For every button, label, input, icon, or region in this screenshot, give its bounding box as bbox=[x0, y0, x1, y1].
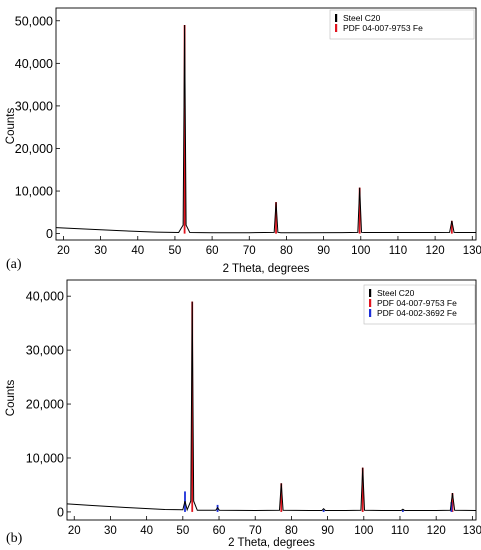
legend-entry: Steel C20 bbox=[343, 13, 381, 23]
x-tick-label: 60 bbox=[206, 245, 219, 257]
legend-swatch bbox=[369, 309, 372, 317]
y-axis-label: Counts bbox=[5, 380, 17, 417]
x-tick-label: 80 bbox=[280, 245, 293, 257]
legend-box bbox=[363, 284, 476, 325]
plot-frame bbox=[55, 7, 477, 241]
y-tick-label: 20,000 bbox=[26, 398, 64, 412]
legend-swatch bbox=[335, 14, 338, 22]
legend-entry: Steel C20 bbox=[377, 288, 415, 298]
panel-label: (b) bbox=[6, 531, 23, 546]
plot-area bbox=[56, 25, 476, 234]
panel-a: 20 30 40 50 60 70 80 90 100 110 120 130 0 10,000 20,00… bbox=[5, 7, 481, 275]
reference-peak-bar bbox=[451, 493, 454, 512]
reference-peak-bar bbox=[450, 220, 453, 234]
x-tick-label: 40 bbox=[131, 245, 144, 257]
reference-peak-bar bbox=[322, 509, 325, 512]
y-tick-label: 50,000 bbox=[15, 14, 53, 28]
reference-peak-bar bbox=[401, 509, 404, 512]
legend-box bbox=[329, 9, 475, 40]
x-tick-label: 50 bbox=[169, 245, 182, 257]
plot-area bbox=[67, 301, 476, 512]
x-tick-label: 110 bbox=[391, 525, 409, 537]
legend-swatch bbox=[335, 24, 338, 32]
y-tick-label: 10,000 bbox=[26, 451, 64, 465]
x-tick-label: 50 bbox=[176, 525, 189, 537]
x-tick-label: 90 bbox=[317, 245, 330, 257]
diffraction-profile-line bbox=[67, 301, 476, 512]
legend-entry: PDF 04-007-9753 Fe bbox=[343, 23, 423, 33]
reference-peak-bar bbox=[361, 467, 364, 512]
legend-entry: PDF 04-002-3692 Fe bbox=[377, 308, 457, 318]
x-tick-label: 120 bbox=[426, 245, 445, 257]
x-tick-label: 130 bbox=[463, 245, 481, 257]
x-tick-label: 90 bbox=[321, 525, 334, 537]
x-tick-label: 20 bbox=[57, 245, 70, 257]
x-tick-label: 40 bbox=[140, 525, 153, 537]
legend-entry: PDF 04-007-9753 Fe bbox=[377, 298, 457, 308]
y-tick-label: 30,000 bbox=[26, 344, 64, 358]
x-axis-label: 2 Theta, degrees bbox=[228, 537, 315, 549]
x-tick-label: 20 bbox=[68, 525, 81, 537]
y-tick-label: 30,000 bbox=[15, 99, 53, 113]
panel-b: 20 30 40 50 60 70 80 90 100 110 120 130 0 10,000 20,00… bbox=[5, 279, 481, 549]
legend-swatch bbox=[369, 299, 372, 307]
reference-peak-bar bbox=[280, 483, 283, 512]
y-tick-label: 40,000 bbox=[15, 57, 53, 71]
x-tick-label: 30 bbox=[94, 245, 107, 257]
x-tick-label: 110 bbox=[389, 245, 407, 257]
y-tick-label: 20,000 bbox=[15, 142, 53, 156]
x-axis-label: 2 Theta, degrees bbox=[223, 263, 310, 275]
legend-swatch bbox=[369, 289, 372, 297]
x-tick-label: 70 bbox=[243, 245, 256, 257]
reference-peak-bar bbox=[191, 301, 194, 512]
x-tick-label: 80 bbox=[285, 525, 298, 537]
reference-series-1 bbox=[191, 301, 454, 512]
plot-frame bbox=[66, 279, 477, 521]
reference-series-2 bbox=[184, 491, 453, 512]
panel-label: (a) bbox=[6, 257, 22, 272]
reference-peak-bar bbox=[183, 25, 186, 234]
reference-peak-bar bbox=[450, 502, 453, 512]
x-tick-label: 130 bbox=[463, 525, 481, 537]
x-tick-label: 70 bbox=[249, 525, 262, 537]
y-tick-label: 0 bbox=[46, 227, 53, 241]
x-tick-label: 30 bbox=[104, 525, 117, 537]
diffraction-profile-line bbox=[56, 25, 476, 234]
y-tick-label: 40,000 bbox=[26, 290, 64, 304]
x-tick-label: 100 bbox=[354, 525, 373, 537]
y-tick-label: 10,000 bbox=[15, 185, 53, 199]
reference-peak-bar bbox=[275, 202, 277, 234]
x-tick-label: 100 bbox=[351, 245, 370, 257]
reference-series-1 bbox=[183, 25, 453, 234]
reference-peak-bar bbox=[358, 187, 361, 234]
x-tick-label: 60 bbox=[213, 525, 226, 537]
y-axis-label: Counts bbox=[5, 108, 17, 145]
x-tick-label: 120 bbox=[427, 525, 446, 537]
y-tick-label: 0 bbox=[57, 505, 64, 519]
